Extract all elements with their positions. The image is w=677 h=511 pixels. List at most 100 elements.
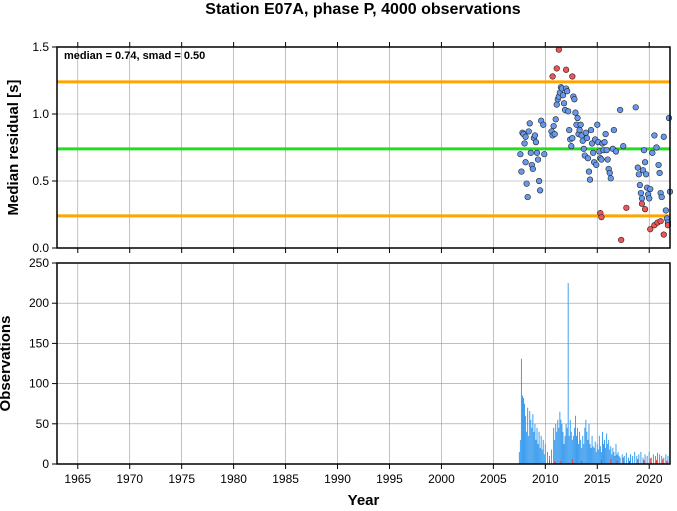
residual-point bbox=[593, 161, 600, 169]
residual-point bbox=[540, 121, 547, 128]
residual-point bbox=[587, 126, 595, 134]
residual-point bbox=[531, 132, 539, 139]
outlier-count-bar bbox=[643, 459, 645, 464]
top-panel-reference-lines bbox=[57, 80, 670, 218]
observation-count-bar bbox=[654, 455, 656, 464]
chart-title: Station E07A, phase P, 4000 observations bbox=[205, 1, 520, 18]
residual-point bbox=[602, 131, 609, 138]
observation-count-bar bbox=[609, 449, 611, 464]
residual-point bbox=[584, 155, 592, 162]
residual-point bbox=[617, 106, 624, 114]
observation-count-bar bbox=[557, 419, 559, 464]
outlier-count-bar bbox=[649, 458, 651, 464]
y-tick-label: 100 bbox=[29, 377, 49, 391]
residual-point bbox=[604, 156, 611, 163]
observation-count-bar bbox=[523, 398, 524, 464]
residual-point bbox=[594, 121, 601, 128]
residual-point bbox=[582, 129, 589, 136]
outlier-count-bar bbox=[629, 460, 630, 464]
residual-point bbox=[552, 116, 559, 123]
observation-count-bar bbox=[663, 457, 665, 464]
x-tick-label: 1980 bbox=[220, 472, 247, 486]
observation-count-bar bbox=[619, 457, 621, 464]
y-tick-label: 1.0 bbox=[32, 107, 49, 121]
top-panel-frame bbox=[56, 46, 671, 249]
x-tick-label: 1975 bbox=[168, 472, 195, 486]
observation-count-bar bbox=[541, 449, 543, 464]
observation-count-bar bbox=[518, 451, 520, 464]
observation-count-bar bbox=[617, 451, 619, 464]
observation-count-bar bbox=[533, 431, 535, 464]
observation-count-bar bbox=[586, 431, 588, 464]
outlier-point bbox=[638, 200, 646, 207]
observation-count-bar bbox=[539, 447, 541, 464]
observation-count-bar bbox=[562, 431, 564, 464]
observation-count-bar bbox=[576, 435, 577, 464]
x-tick-label: 1965 bbox=[64, 472, 91, 486]
observation-count-bar bbox=[585, 419, 587, 464]
observation-count-bar bbox=[614, 455, 616, 464]
residual-point bbox=[566, 126, 573, 134]
observation-count-bar bbox=[636, 455, 638, 464]
residual-point bbox=[576, 126, 583, 134]
observation-count-bar bbox=[634, 451, 636, 464]
observation-count-bar bbox=[520, 358, 522, 464]
residual-point bbox=[585, 168, 593, 175]
observation-count-bar bbox=[536, 427, 538, 464]
residual-point bbox=[521, 140, 528, 147]
outlier-point bbox=[569, 73, 576, 80]
observation-count-bar bbox=[592, 446, 594, 464]
residual-point bbox=[553, 101, 560, 108]
residual-point bbox=[665, 114, 673, 122]
residual-point bbox=[534, 156, 542, 163]
residual-point bbox=[569, 135, 576, 142]
observation-count-bar bbox=[571, 439, 573, 464]
observation-count-bar bbox=[605, 447, 607, 464]
observation-count-bar bbox=[640, 451, 642, 464]
residual-point bbox=[641, 159, 649, 166]
observation-count-bar bbox=[542, 439, 544, 464]
residual-point bbox=[533, 149, 541, 156]
observation-count-bar bbox=[579, 431, 581, 464]
observation-count-bar bbox=[538, 431, 540, 464]
observation-count-bar bbox=[573, 427, 575, 464]
observation-count-bar bbox=[621, 454, 623, 464]
residual-point bbox=[532, 139, 540, 146]
observation-count-bar bbox=[546, 451, 548, 464]
residual-point bbox=[634, 164, 641, 171]
observation-count-bar bbox=[568, 435, 570, 464]
outlier-count-bar bbox=[637, 459, 639, 464]
x-tick-label: 1970 bbox=[116, 472, 143, 486]
residual-point bbox=[656, 169, 663, 177]
x-axis-label: Year bbox=[348, 492, 380, 509]
observation-count-bar bbox=[612, 447, 614, 464]
residual-point bbox=[636, 181, 643, 189]
top-panel-points bbox=[517, 46, 674, 244]
observation-count-bar bbox=[561, 423, 563, 464]
residual-point bbox=[525, 128, 532, 135]
outlier-count-bar bbox=[662, 459, 664, 464]
observation-count-bar bbox=[570, 431, 572, 464]
observation-count-bar bbox=[577, 427, 578, 464]
outlier-count-bar bbox=[622, 457, 624, 464]
observation-count-bar bbox=[601, 431, 603, 464]
observation-count-bar bbox=[630, 454, 631, 464]
residual-point bbox=[583, 135, 590, 142]
y-tick-label: 250 bbox=[29, 256, 49, 270]
observation-count-bar bbox=[597, 449, 599, 464]
observation-count-bar bbox=[566, 427, 568, 464]
observation-count-bar bbox=[650, 457, 652, 464]
bottom-panel-bars bbox=[518, 283, 669, 464]
observation-count-bar bbox=[665, 454, 667, 464]
observation-count-bar bbox=[599, 446, 601, 464]
observation-count-bar bbox=[540, 435, 542, 464]
observation-count-bar bbox=[667, 455, 669, 464]
observation-count-bar bbox=[524, 403, 526, 464]
y-tick-label: 0.0 bbox=[32, 241, 49, 255]
observation-count-bar bbox=[644, 454, 646, 464]
observation-count-bar bbox=[558, 427, 560, 464]
residual-point bbox=[541, 151, 548, 158]
observation-count-bar bbox=[604, 439, 606, 464]
residual-point bbox=[550, 122, 557, 130]
observation-count-bar bbox=[596, 443, 598, 464]
